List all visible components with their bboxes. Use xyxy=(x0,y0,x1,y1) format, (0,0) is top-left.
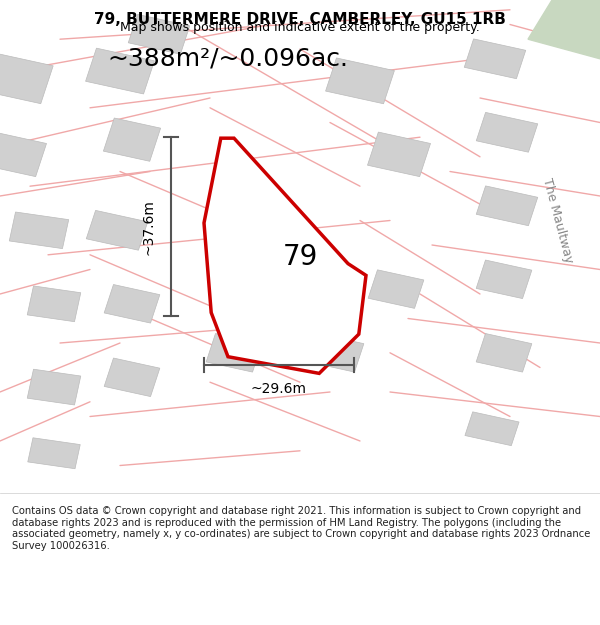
Text: ~37.6m: ~37.6m xyxy=(142,199,156,254)
Polygon shape xyxy=(464,39,526,79)
Text: Contains OS data © Crown copyright and database right 2021. This information is : Contains OS data © Crown copyright and d… xyxy=(12,506,590,551)
Polygon shape xyxy=(476,260,532,299)
Polygon shape xyxy=(476,334,532,372)
Polygon shape xyxy=(326,58,394,104)
Polygon shape xyxy=(465,412,519,446)
Text: ~388m²/~0.096ac.: ~388m²/~0.096ac. xyxy=(107,47,349,71)
Polygon shape xyxy=(206,334,262,372)
Polygon shape xyxy=(0,53,53,104)
Polygon shape xyxy=(104,284,160,323)
Polygon shape xyxy=(367,132,431,177)
Polygon shape xyxy=(476,112,538,152)
Polygon shape xyxy=(308,334,364,372)
Polygon shape xyxy=(103,118,161,161)
Text: The Maultway: The Maultway xyxy=(541,176,575,264)
Polygon shape xyxy=(9,212,69,249)
Text: 79, BUTTERMERE DRIVE, CAMBERLEY, GU15 1RB: 79, BUTTERMERE DRIVE, CAMBERLEY, GU15 1R… xyxy=(94,12,506,28)
Polygon shape xyxy=(86,48,154,94)
Polygon shape xyxy=(368,270,424,308)
Polygon shape xyxy=(476,186,538,226)
Polygon shape xyxy=(128,14,190,54)
Text: 79: 79 xyxy=(283,243,317,271)
Polygon shape xyxy=(0,132,47,177)
Polygon shape xyxy=(104,358,160,397)
Polygon shape xyxy=(528,0,600,59)
Polygon shape xyxy=(204,138,366,373)
Polygon shape xyxy=(86,211,148,250)
Polygon shape xyxy=(27,286,81,322)
Text: Map shows position and indicative extent of the property.: Map shows position and indicative extent… xyxy=(120,21,480,34)
Polygon shape xyxy=(27,369,81,405)
Text: ~29.6m: ~29.6m xyxy=(251,382,307,396)
Polygon shape xyxy=(28,438,80,469)
